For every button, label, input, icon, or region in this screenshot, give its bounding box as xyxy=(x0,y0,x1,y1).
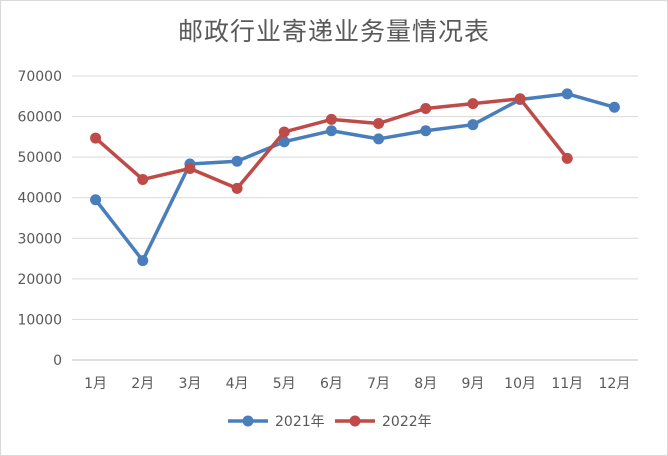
x-tick-label: 5月 xyxy=(273,376,296,392)
legend-label: 2022年 xyxy=(382,414,432,430)
x-tick-label: 10月 xyxy=(504,376,536,392)
y-tick-label: 10000 xyxy=(17,312,62,328)
y-tick-label: 20000 xyxy=(17,272,62,288)
gridlines xyxy=(72,75,638,361)
x-axis-ticks: 1月 2月 3月 4月 5月 6月 7月 8月 9月 10月 11月 12月 xyxy=(84,376,630,392)
y-tick-label: 70000 xyxy=(17,69,62,85)
data-point xyxy=(561,152,573,164)
x-tick-label: 8月 xyxy=(414,376,437,392)
legend-marker xyxy=(349,415,361,427)
data-point xyxy=(420,125,432,137)
y-tick-label: 60000 xyxy=(17,110,62,126)
x-tick-label: 11月 xyxy=(551,376,583,392)
x-tick-label: 3月 xyxy=(178,376,201,392)
data-point xyxy=(561,88,573,100)
data-point xyxy=(514,93,526,105)
y-tick-label: 40000 xyxy=(17,191,62,207)
y-tick-label: 50000 xyxy=(17,150,62,166)
data-point xyxy=(90,194,102,206)
data-point xyxy=(137,255,149,267)
legend: 2021年 2022年 xyxy=(228,414,432,430)
y-tick-label: 30000 xyxy=(17,231,62,247)
data-point xyxy=(231,155,243,167)
data-point xyxy=(90,132,102,144)
legend-marker xyxy=(242,415,254,427)
x-tick-label: 1月 xyxy=(84,376,107,392)
data-point xyxy=(184,163,196,175)
series-line-1 xyxy=(93,92,617,263)
data-point xyxy=(373,117,385,129)
data-point xyxy=(467,119,479,131)
data-point xyxy=(231,182,243,194)
series-lines xyxy=(90,88,620,267)
data-point xyxy=(608,101,620,113)
chart-title: 邮政行业寄递业务量情况表 xyxy=(177,17,490,46)
data-point xyxy=(278,126,290,138)
data-point xyxy=(137,173,149,185)
data-point xyxy=(373,133,385,145)
y-axis-ticks: 0 10000 20000 30000 40000 50000 60000 70000 xyxy=(17,69,62,369)
x-tick-label: 7月 xyxy=(367,376,390,392)
x-tick-label: 12月 xyxy=(599,376,631,392)
x-tick-label: 4月 xyxy=(226,376,249,392)
data-point xyxy=(420,102,432,114)
x-tick-label: 9月 xyxy=(461,376,484,392)
x-tick-label: 2月 xyxy=(131,376,154,392)
data-point xyxy=(467,98,479,110)
data-point xyxy=(278,136,290,148)
x-tick-label: 6月 xyxy=(320,376,343,392)
legend-label: 2021年 xyxy=(275,414,325,430)
data-point xyxy=(325,125,337,137)
y-tick-label: 0 xyxy=(53,353,62,369)
data-point xyxy=(325,113,337,125)
